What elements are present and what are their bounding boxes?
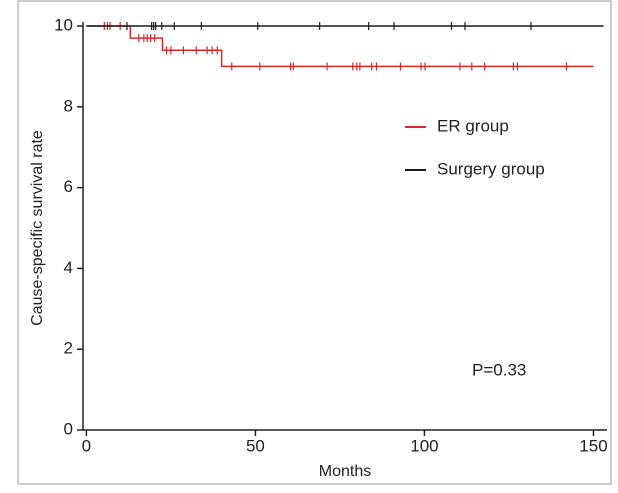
- x-tick-label: 150: [579, 436, 607, 455]
- x-tick-label: 0: [82, 436, 91, 455]
- y-axis-label: Cause-specific survival rate: [29, 130, 46, 326]
- survival-line: [86, 25, 594, 68]
- y-tick-label: 0: [64, 419, 73, 438]
- x-tick-label: 100: [410, 436, 438, 455]
- x-axis-label: Months: [319, 463, 371, 480]
- legend-label: Surgery group: [437, 159, 545, 178]
- annotation: P=0.33: [472, 360, 526, 379]
- frame: [17, 0, 612, 485]
- y-tick-label: 2: [64, 339, 73, 358]
- y-tick-label: 8: [64, 96, 73, 115]
- y-tick-label: 4: [64, 258, 73, 277]
- y-tick-label: 10: [54, 16, 73, 35]
- legend-label: ER group: [437, 116, 509, 135]
- y-tick-label: 6: [64, 177, 73, 196]
- x-tick-label: 50: [246, 436, 265, 455]
